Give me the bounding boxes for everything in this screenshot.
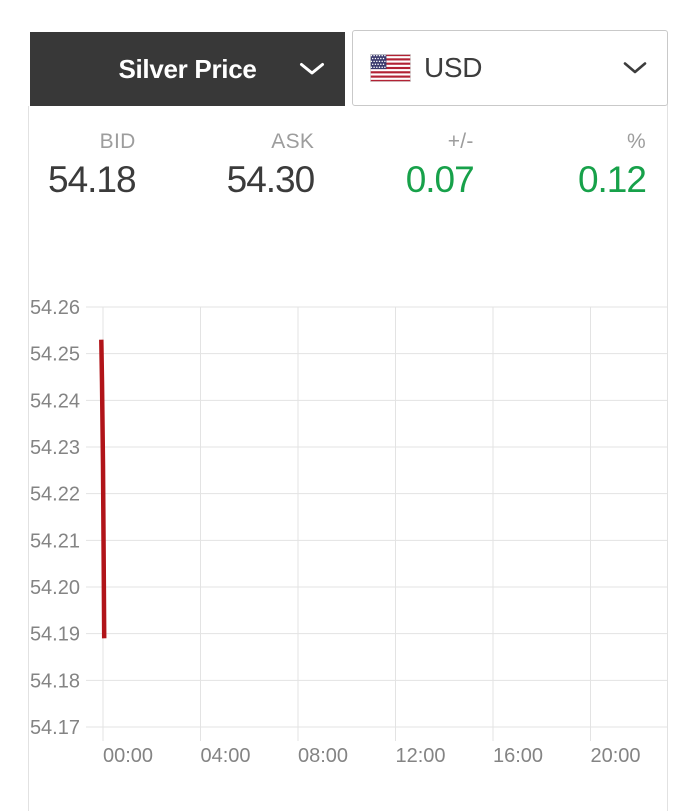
stat-value: 0.12 — [577, 159, 647, 200]
x-axis-tick-label: 08:00 — [298, 745, 348, 767]
stat-label: BID — [99, 130, 136, 153]
currency-select-dropdown[interactable]: USD — [352, 30, 668, 106]
stat-label: % — [626, 130, 646, 153]
x-axis-tick-label: 16:00 — [493, 745, 543, 767]
price-line-series — [99, 339, 107, 639]
y-axis-tick-label: 54.26 — [30, 297, 80, 319]
chevron-down-icon — [300, 63, 324, 75]
y-axis-tick-label: 54.24 — [30, 390, 80, 412]
stat-value: 0.07 — [405, 159, 475, 200]
stat-value: 54.18 — [48, 159, 137, 200]
x-axis-tick-label: 04:00 — [201, 745, 251, 767]
stat-label: ASK — [271, 130, 315, 153]
stat-change: +/- 0.07 — [336, 130, 496, 200]
stat-value: 54.30 — [226, 159, 316, 200]
y-axis-tick-label: 54.18 — [30, 670, 80, 692]
stat-ask: ASK 54.30 — [158, 130, 337, 200]
stat-change-percent: % 0.12 — [496, 130, 668, 200]
widget-left-border — [28, 106, 29, 811]
metal-select-label: Silver Price — [118, 53, 257, 84]
y-axis-tick-label: 54.23 — [30, 437, 80, 459]
metal-select-dropdown[interactable]: Silver Price — [30, 32, 345, 106]
y-axis-tick-label: 54.25 — [30, 344, 80, 366]
x-axis-tick-label: 20:00 — [591, 745, 641, 767]
x-axis-tick-label: 12:00 — [396, 745, 446, 767]
stat-label: +/- — [447, 130, 474, 153]
y-axis-tick-label: 54.20 — [30, 577, 80, 599]
stat-bid: BID 54.18 — [30, 130, 158, 200]
widget-right-border — [667, 104, 668, 811]
chevron-down-icon — [623, 62, 647, 74]
x-axis-tick-label: 00:00 — [103, 745, 153, 767]
currency-select-label: USD — [424, 52, 483, 83]
price-stats-table: BID 54.18 ASK 54.30 +/- 0.07 % 0.12 — [30, 130, 668, 200]
us-flag-icon — [370, 54, 411, 82]
y-axis-tick-label: 54.19 — [30, 624, 80, 646]
y-axis-tick-label: 54.22 — [30, 484, 80, 506]
y-axis-tick-label: 54.21 — [30, 530, 80, 552]
y-axis-tick-label: 54.17 — [30, 717, 80, 739]
